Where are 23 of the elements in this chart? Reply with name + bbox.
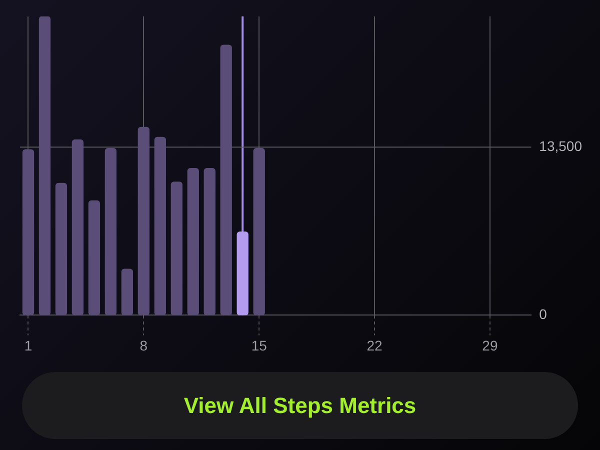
bar [170,182,182,316]
x-tick-label: 29 [482,337,498,354]
bar [104,148,117,316]
bar [121,268,134,316]
bar [38,16,51,316]
bar [22,149,34,316]
text: View All Steps Metrics [22,372,578,439]
x-tick-label: 22 [366,337,383,354]
y-tick-label: 0 [539,306,548,322]
x-tick-label: 15 [251,337,268,354]
bar [55,182,68,316]
bar [88,200,100,316]
bar [138,126,150,316]
bar [236,231,248,316]
bar [72,139,84,316]
bar [204,168,216,316]
bar [154,136,166,316]
bar [220,44,232,316]
x-tick-label: 8 [140,337,148,354]
bar [253,148,265,316]
bar [187,168,199,316]
y-tick-label: 13,500 [539,138,582,154]
x-tick-label: 1 [24,337,32,354]
